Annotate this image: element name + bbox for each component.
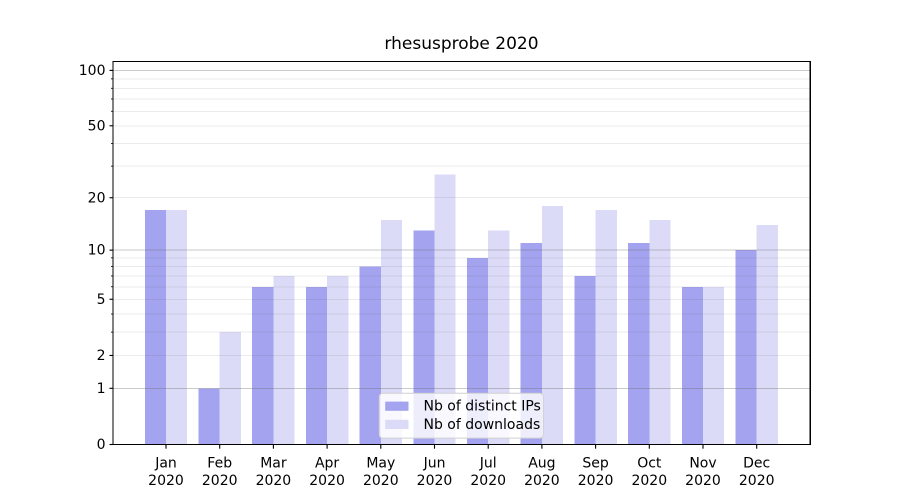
bar-oct-nb-of-distinct-ips <box>628 243 650 445</box>
gridlines <box>113 69 811 389</box>
x-tick-label-aug: Aug 2020 <box>524 456 560 490</box>
bar-jun-nb-of-downloads <box>434 174 456 445</box>
bar-dec-nb-of-downloads <box>756 225 778 445</box>
legend-label-nb-of-downloads: Nb of downloads <box>424 417 541 433</box>
y-tick-label-2: 2 <box>97 348 106 364</box>
x-tick-label-sep: Sep 2020 <box>578 456 614 490</box>
x-tick-label-apr: Apr 2020 <box>309 456 345 490</box>
legend: Nb of distinct IPs Nb of downloads <box>378 392 544 439</box>
y-tick-label-50: 50 <box>88 118 106 134</box>
bar-nov-nb-of-downloads <box>703 286 725 445</box>
x-tick-label-oct: Oct 2020 <box>631 456 667 490</box>
y-tick-label-20: 20 <box>88 190 106 206</box>
legend-swatch-nb-of-distinct-ips <box>385 401 409 411</box>
bar-feb-nb-of-distinct-ips <box>198 388 220 445</box>
y-axis: 0 1 2 5 10 20 50 100 <box>79 63 113 453</box>
bar-may-nb-of-distinct-ips <box>359 266 381 445</box>
x-tick-label-feb: Feb 2020 <box>202 456 238 490</box>
bar-feb-nb-of-downloads <box>219 332 241 445</box>
series-nb-of-downloads <box>166 174 778 445</box>
bar-jan-nb-of-downloads <box>166 210 188 445</box>
bar-jul-nb-of-downloads <box>488 230 510 445</box>
legend-swatch-nb-of-downloads <box>385 419 409 429</box>
bar-sep-nb-of-downloads <box>595 210 617 445</box>
x-tick-label-jan: Jan 2020 <box>148 456 184 490</box>
x-tick-label-jun: Jun 2020 <box>417 456 453 490</box>
bar-jun-nb-of-distinct-ips <box>413 230 435 445</box>
bar-mar-nb-of-distinct-ips <box>252 286 274 445</box>
bar-apr-nb-of-distinct-ips <box>305 286 328 445</box>
bar-dec-nb-of-distinct-ips <box>735 250 757 445</box>
y-tick-label-0: 0 <box>97 437 106 453</box>
x-tick-label-dec: Dec 2020 <box>739 456 775 490</box>
legend-label-nb-of-distinct-ips: Nb of distinct IPs <box>424 399 541 415</box>
x-tick-label-jul: Jul 2020 <box>470 456 506 490</box>
bars-layer <box>144 174 778 445</box>
bar-sep-nb-of-distinct-ips <box>574 275 596 445</box>
y-tick-label-1: 1 <box>97 381 106 397</box>
y-tick-label-10: 10 <box>88 243 106 259</box>
bar-may-nb-of-downloads <box>380 219 402 445</box>
bar-apr-nb-of-downloads <box>327 275 349 445</box>
legend-box <box>378 392 544 439</box>
bar-nov-nb-of-distinct-ips <box>681 286 703 445</box>
chart-title: rhesusprobe 2020 <box>384 34 539 54</box>
plot-frame <box>112 60 811 446</box>
x-axis: Jan 2020 Feb 2020 Mar 2020 Apr 2020 May 2020 Jun 20… <box>148 444 775 490</box>
bar-jan-nb-of-distinct-ips <box>144 210 166 445</box>
x-tick-label-nov: Nov 2020 <box>685 456 721 490</box>
bar-aug-nb-of-downloads <box>541 205 564 445</box>
x-tick-label-mar: Mar 2020 <box>256 456 292 490</box>
y-tick-label-100: 100 <box>79 63 106 79</box>
x-tick-label-may: May 2020 <box>363 456 399 490</box>
bar-mar-nb-of-downloads <box>273 275 295 445</box>
bar-oct-nb-of-downloads <box>649 219 671 445</box>
y-tick-label-5: 5 <box>97 292 106 308</box>
